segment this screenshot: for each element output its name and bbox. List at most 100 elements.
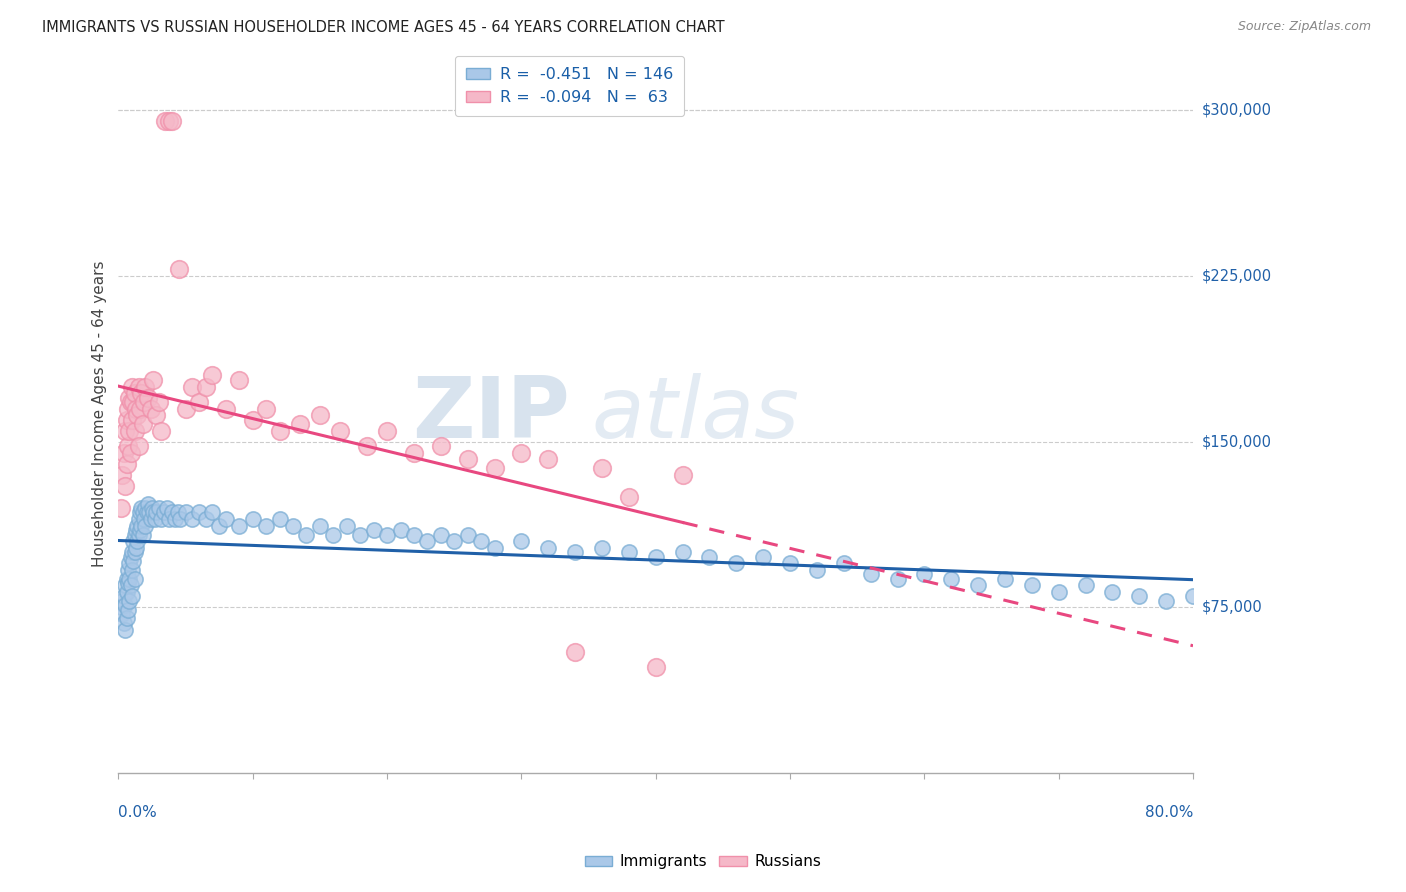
- Legend: Immigrants, Russians: Immigrants, Russians: [578, 848, 828, 875]
- Text: 0.0%: 0.0%: [118, 805, 157, 821]
- Y-axis label: Householder Income Ages 45 - 64 years: Householder Income Ages 45 - 64 years: [93, 260, 107, 567]
- Point: [242, 512, 264, 526]
- Point: [201, 368, 224, 383]
- Point: [129, 523, 152, 537]
- Point: [139, 401, 162, 416]
- Point: [591, 541, 613, 555]
- Point: [124, 386, 146, 401]
- Point: [322, 527, 344, 541]
- Point: [644, 660, 666, 674]
- Point: [886, 572, 908, 586]
- Point: [832, 556, 855, 570]
- Point: [115, 457, 138, 471]
- Point: [110, 501, 132, 516]
- Point: [912, 567, 935, 582]
- Point: [617, 545, 640, 559]
- Point: [269, 424, 291, 438]
- Point: [114, 479, 136, 493]
- Point: [121, 379, 143, 393]
- Point: [242, 412, 264, 426]
- Point: [120, 578, 142, 592]
- Point: [136, 497, 159, 511]
- Point: [115, 611, 138, 625]
- Point: [115, 412, 138, 426]
- Point: [118, 594, 141, 608]
- Text: 80.0%: 80.0%: [1144, 805, 1194, 821]
- Point: [166, 505, 188, 519]
- Point: [375, 424, 398, 438]
- Point: [375, 527, 398, 541]
- Point: [295, 527, 318, 541]
- Point: [148, 501, 170, 516]
- Point: [356, 439, 378, 453]
- Point: [118, 391, 141, 405]
- Point: [129, 518, 152, 533]
- Point: [941, 572, 963, 586]
- Point: [1154, 594, 1177, 608]
- Point: [118, 556, 141, 570]
- Point: [125, 401, 148, 416]
- Point: [111, 594, 134, 608]
- Point: [644, 549, 666, 564]
- Point: [155, 114, 177, 128]
- Point: [121, 563, 143, 577]
- Point: [194, 379, 217, 393]
- Point: [169, 512, 191, 526]
- Point: [564, 545, 586, 559]
- Point: [117, 602, 139, 616]
- Point: [1128, 590, 1150, 604]
- Point: [671, 467, 693, 482]
- Point: [430, 439, 453, 453]
- Point: [591, 461, 613, 475]
- Point: [114, 623, 136, 637]
- Point: [131, 417, 153, 431]
- Point: [416, 534, 439, 549]
- Point: [129, 505, 152, 519]
- Point: [128, 439, 150, 453]
- Text: Source: ZipAtlas.com: Source: ZipAtlas.com: [1237, 20, 1371, 33]
- Point: [127, 409, 149, 423]
- Point: [111, 467, 134, 482]
- Point: [167, 262, 190, 277]
- Point: [160, 505, 183, 519]
- Point: [174, 505, 197, 519]
- Point: [114, 424, 136, 438]
- Point: [134, 518, 156, 533]
- Point: [127, 518, 149, 533]
- Point: [128, 379, 150, 393]
- Point: [349, 527, 371, 541]
- Point: [117, 401, 139, 416]
- Point: [139, 512, 162, 526]
- Point: [779, 556, 801, 570]
- Point: [269, 512, 291, 526]
- Point: [118, 424, 141, 438]
- Point: [135, 505, 157, 519]
- Text: IMMIGRANTS VS RUSSIAN HOUSEHOLDER INCOME AGES 45 - 64 YEARS CORRELATION CHART: IMMIGRANTS VS RUSSIAN HOUSEHOLDER INCOME…: [42, 20, 725, 35]
- Point: [329, 424, 352, 438]
- Point: [143, 512, 166, 526]
- Point: [122, 554, 145, 568]
- Legend: R =  -0.451   N = 146, R =  -0.094   N =  63: R = -0.451 N = 146, R = -0.094 N = 63: [456, 56, 685, 116]
- Point: [457, 452, 479, 467]
- Point: [110, 600, 132, 615]
- Point: [112, 446, 135, 460]
- Point: [117, 439, 139, 453]
- Point: [125, 523, 148, 537]
- Point: [309, 409, 332, 423]
- Point: [201, 505, 224, 519]
- Point: [117, 576, 139, 591]
- Point: [121, 545, 143, 559]
- Point: [457, 527, 479, 541]
- Point: [121, 590, 143, 604]
- Text: $150,000: $150,000: [1201, 434, 1271, 450]
- Point: [967, 578, 990, 592]
- Point: [288, 417, 311, 431]
- Point: [112, 590, 135, 604]
- Point: [537, 541, 560, 555]
- Point: [122, 395, 145, 409]
- Text: $225,000: $225,000: [1201, 268, 1271, 284]
- Point: [1047, 585, 1070, 599]
- Point: [115, 572, 138, 586]
- Point: [142, 373, 165, 387]
- Point: [136, 391, 159, 405]
